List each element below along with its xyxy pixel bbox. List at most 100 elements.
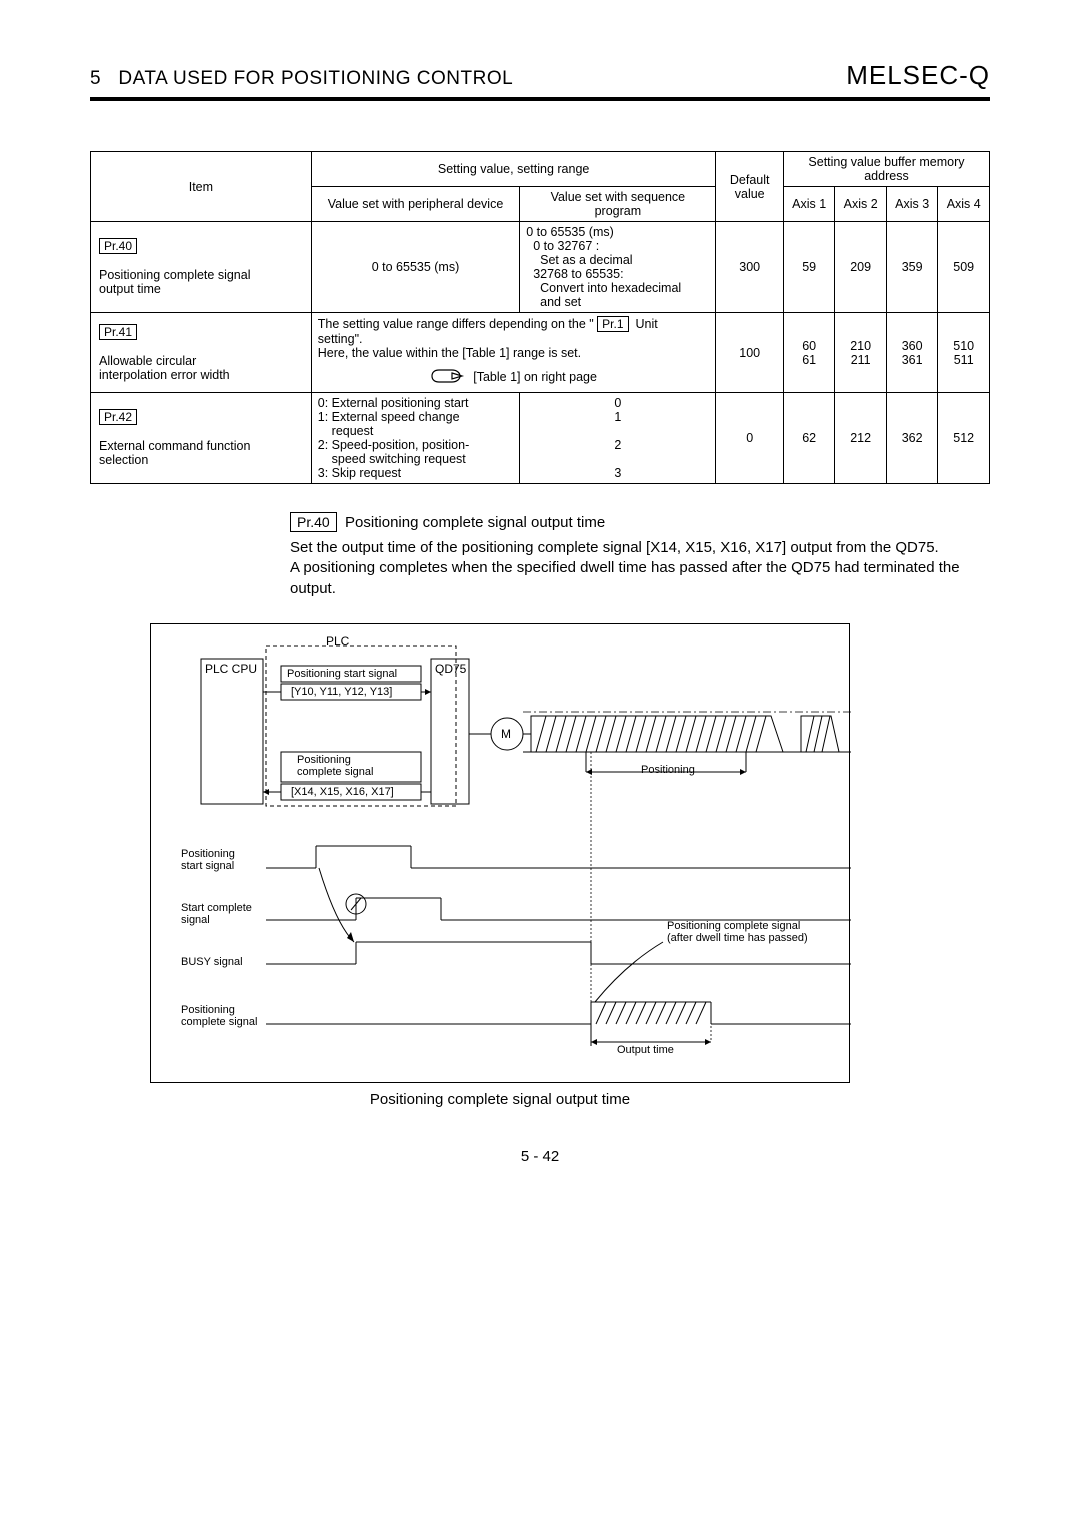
seq-line: 32768 to 65535: (533, 267, 623, 281)
header-divider (90, 97, 990, 101)
page-header: 5 DATA USED FOR POSITIONING CONTROL MELS… (90, 60, 990, 91)
table-header-row-1: Item Setting value, setting range Defaul… (91, 152, 990, 187)
seq-line: Convert into hexadecimal (540, 281, 681, 295)
settings-line: Unit (635, 317, 657, 331)
opt-line: speed switching request (332, 452, 466, 466)
periph-value: 0 to 65535 (ms) (311, 222, 519, 313)
periph-options: 0: External positioning start 1: Externa… (311, 393, 519, 484)
diag-l-startcomp: Start completesignal (181, 902, 252, 927)
diag-m-label: M (501, 727, 511, 741)
opt-line: 2: Speed-position, position- (318, 438, 469, 452)
diag-start-y: [Y10, Y11, Y12, Y13] (291, 686, 392, 698)
seq-line: 0 to 32767 : (533, 239, 599, 253)
param-box-pr41: Pr.41 (99, 324, 137, 340)
diag-l-poscomp: Positioningcomplete signal (181, 1004, 257, 1029)
table1-ref: [Table 1] on right page (318, 366, 710, 389)
default-value: 300 (716, 222, 783, 313)
axis-line: 60 (802, 339, 816, 353)
axis-line: 360 (902, 339, 923, 353)
settings-line: The setting value range differs dependin… (318, 317, 594, 331)
diag-note: Positioning complete signal (after dwell… (667, 920, 808, 945)
axis1-value: 62 (783, 393, 835, 484)
axis3-value: 362 (886, 393, 938, 484)
axis3-value: 359 (886, 222, 938, 313)
default-value: 100 (716, 313, 783, 393)
hand-point-icon (430, 366, 466, 389)
col-periph: Value set with peripheral device (311, 187, 519, 222)
item-name: Positioning complete signal (99, 268, 250, 282)
item-name: selection (99, 453, 148, 467)
param-box-pr1: Pr.1 (597, 316, 628, 332)
diag-start-sig: Positioning start signal (287, 668, 397, 680)
axis4-value: 512 (938, 393, 990, 484)
col-setting-range: Setting value, setting range (311, 152, 716, 187)
seq-value: 0 to 65535 (ms) 0 to 32767 : Set as a de… (520, 222, 716, 313)
axis2-value: 209 (835, 222, 887, 313)
axis-line: 211 (851, 353, 871, 367)
axis-line: 361 (902, 353, 923, 367)
axis2-value: 210 211 (835, 313, 887, 393)
item-cell-pr41: Pr.41 Allowable circular interpolation e… (91, 313, 312, 393)
diag-output-time: Output time (617, 1044, 674, 1056)
col-axis2: Axis 2 (835, 187, 887, 222)
diagram-caption: Positioning complete signal output time (150, 1091, 850, 1108)
opt-line: 3: Skip request (318, 466, 401, 480)
opt-line: 0: External positioning start (318, 396, 469, 410)
diag-l-busy: BUSY signal (181, 956, 243, 968)
section-title: DATA USED FOR POSITIONING CONTROL (118, 68, 513, 89)
axis-line: 61 (802, 353, 816, 367)
default-value: 0 (716, 393, 783, 484)
seq-line: Set as a decimal (540, 253, 632, 267)
axis1-value: 59 (783, 222, 835, 313)
seq-line: and set (540, 295, 581, 309)
diag-positioning-label: Positioning (641, 764, 695, 776)
seq-options: 0 1 2 3 (520, 393, 716, 484)
table-row: Pr.41 Allowable circular interpolation e… (91, 313, 990, 393)
diag-plc-cpu-label: PLC CPU (205, 662, 257, 676)
settings-line: setting". (318, 332, 363, 346)
timing-diagram: PLC PLC CPU QD75 Positioning start signa… (150, 623, 850, 1083)
seq-line: 2 (614, 438, 621, 452)
col-seq: Value set with sequence program (520, 187, 716, 222)
setting-text-pr41: The setting value range differs dependin… (311, 313, 716, 393)
col-axis4: Axis 4 (938, 187, 990, 222)
table-row: Pr.40 Positioning complete signal output… (91, 222, 990, 313)
header-left: 5 DATA USED FOR POSITIONING CONTROL (90, 68, 513, 90)
col-buffer: Setting value buffer memory address (783, 152, 989, 187)
diag-l-start: Positioningstart signal (181, 848, 235, 873)
page-number: 5 - 42 (90, 1148, 990, 1165)
description-title: Pr.40 Positioning complete signal output… (290, 512, 990, 532)
brand-label: MELSEC-Q (846, 60, 990, 91)
item-name: interpolation error width (99, 368, 230, 382)
col-axis3: Axis 3 (886, 187, 938, 222)
description-body: Set the output time of the positioning c… (290, 538, 990, 599)
item-cell-pr40: Pr.40 Positioning complete signal output… (91, 222, 312, 313)
item-name: External command function (99, 439, 250, 453)
item-name: Allowable circular (99, 354, 196, 368)
item-cell-pr42: Pr.42 External command function selectio… (91, 393, 312, 484)
seq-line: 0 (614, 396, 621, 410)
col-item: Item (91, 152, 312, 222)
axis3-value: 360 361 (886, 313, 938, 393)
note-line: Positioning complete signal (667, 920, 800, 932)
axis4-value: 510 511 (938, 313, 990, 393)
table-row: Pr.42 External command function selectio… (91, 393, 990, 484)
col-default: Default value (716, 152, 783, 222)
param-box-pr42: Pr.42 (99, 409, 137, 425)
diag-plc-label: PLC (326, 634, 349, 648)
seq-line: 1 (614, 410, 621, 424)
axis2-value: 212 (835, 393, 887, 484)
item-name: output time (99, 282, 161, 296)
param-box-pr40: Pr.40 (99, 238, 137, 254)
col-axis1: Axis 1 (783, 187, 835, 222)
title-text: Positioning complete signal output time (345, 514, 605, 531)
body-line: A positioning completes when the specifi… (290, 559, 960, 596)
axis4-value: 509 (938, 222, 990, 313)
diag-comp-sig: Positioningcomplete signal (297, 754, 373, 778)
diag-qd75-label: QD75 (435, 662, 466, 676)
axis-line: 510 (953, 339, 974, 353)
param-box-pr40-title: Pr.40 (290, 512, 337, 532)
opt-line: request (332, 424, 374, 438)
settings-line: [Table 1] on right page (473, 370, 597, 384)
settings-line: Here, the value within the [Table 1] ran… (318, 346, 581, 360)
